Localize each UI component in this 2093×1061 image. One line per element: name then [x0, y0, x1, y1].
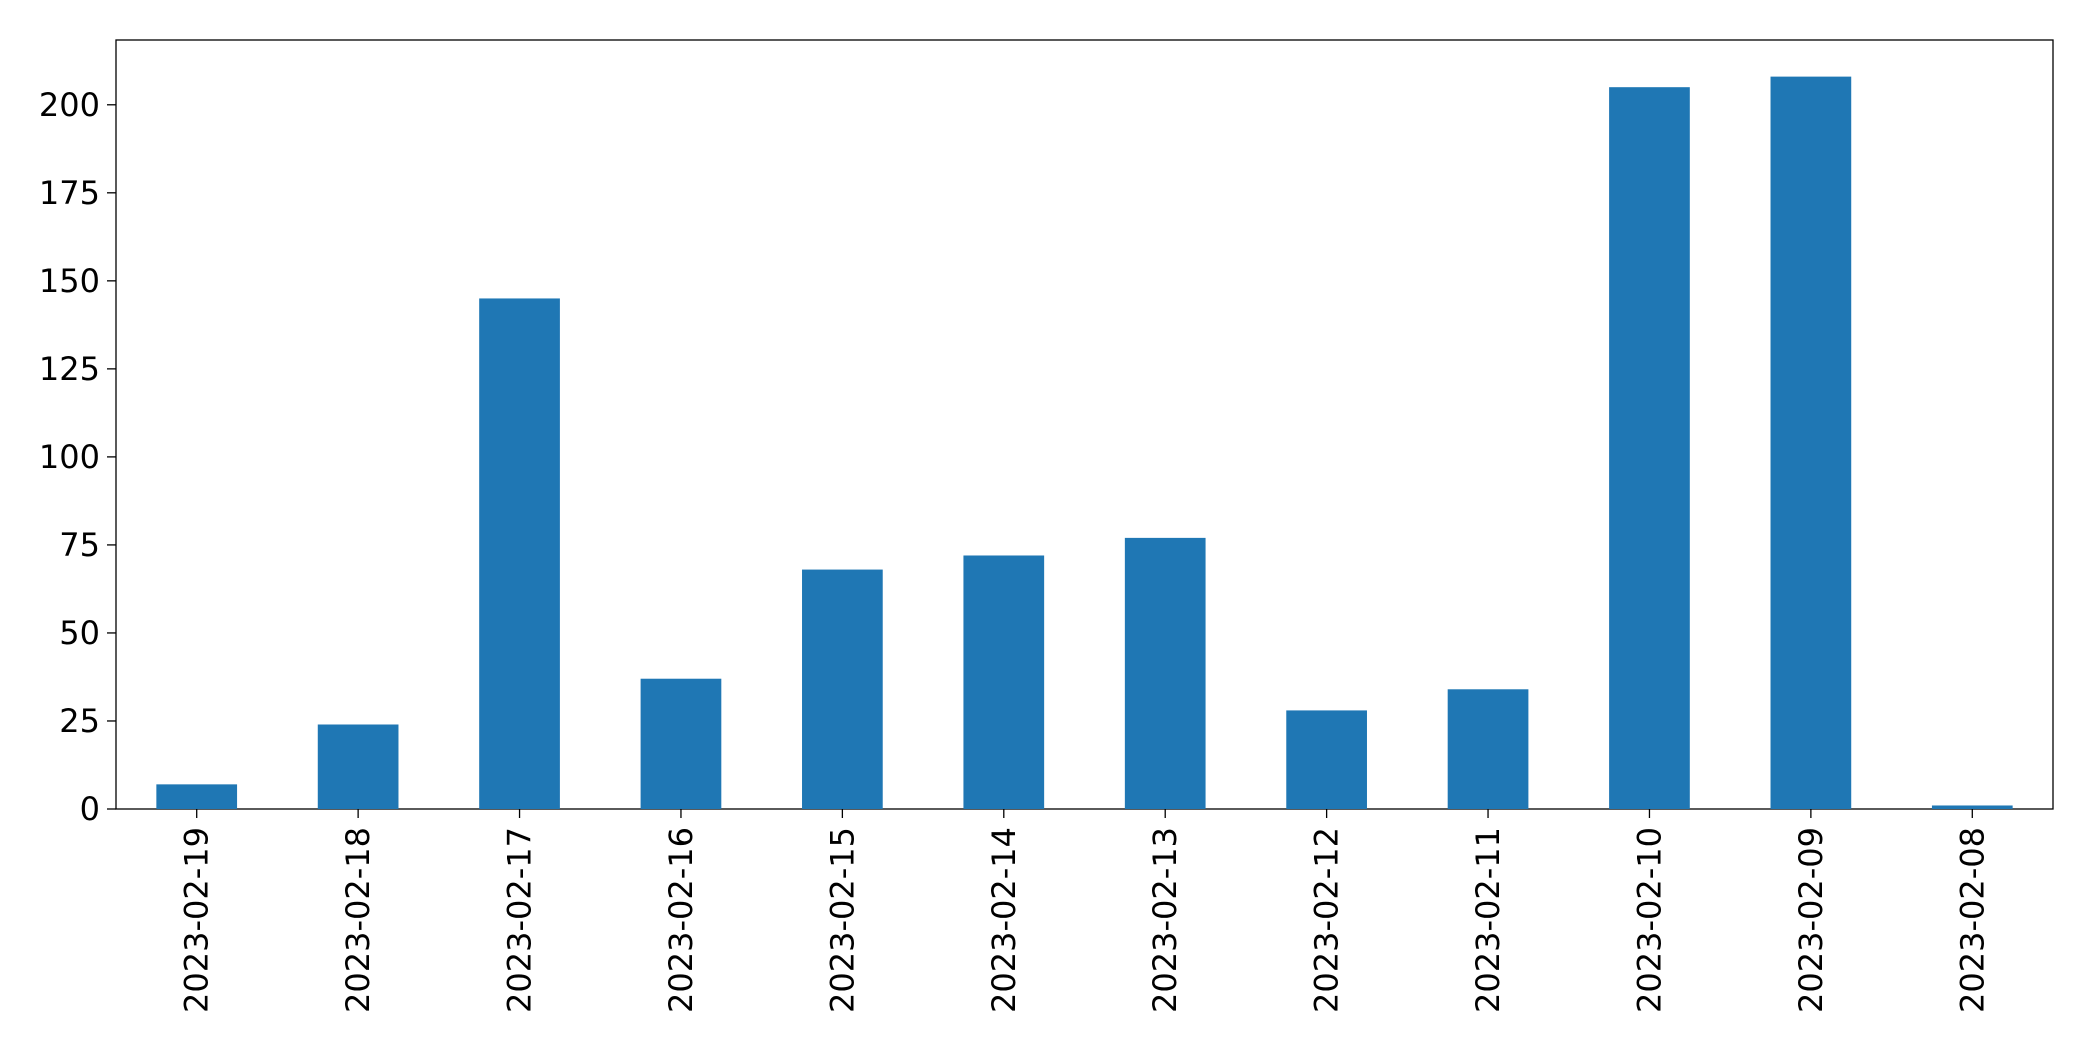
- bar: [1124, 537, 1206, 809]
- y-tick-label: 75: [59, 526, 100, 564]
- x-tick-label: 2023-02-11: [1469, 827, 1507, 1013]
- bar: [802, 569, 883, 809]
- x-tick-label: 2023-02-17: [501, 827, 539, 1013]
- bar: [1286, 710, 1367, 809]
- x-tick-label: 2023-02-18: [339, 827, 377, 1013]
- bar: [156, 784, 238, 809]
- plot-frame: [115, 39, 2054, 810]
- bar: [1609, 87, 1690, 809]
- bar: [479, 298, 560, 809]
- bar: [963, 555, 1045, 809]
- x-tick-label: 2023-02-14: [985, 827, 1023, 1013]
- x-tick-label: 2023-02-13: [1146, 827, 1184, 1013]
- x-tick-label: 2023-02-16: [662, 827, 700, 1013]
- x-tick-label: 2023-02-12: [1308, 827, 1346, 1013]
- bar: [317, 724, 399, 809]
- bar: [1931, 805, 2013, 809]
- y-tick-label: 150: [39, 262, 100, 300]
- y-tick-label: 25: [59, 702, 100, 740]
- x-tick-label: 2023-02-19: [178, 827, 216, 1013]
- bar: [640, 678, 722, 809]
- bar: [1770, 76, 1852, 810]
- x-tick-label: 2023-02-08: [1953, 827, 1991, 1013]
- y-tick-label: 0: [80, 790, 100, 828]
- y-tick-label: 175: [39, 174, 100, 212]
- bar: [1447, 689, 1529, 809]
- x-tick-label: 2023-02-10: [1630, 827, 1668, 1013]
- x-tick-label: 2023-02-15: [823, 827, 861, 1013]
- y-tick-label: 50: [59, 614, 100, 652]
- y-tick-label: 200: [39, 86, 100, 124]
- y-tick-label: 125: [39, 350, 100, 388]
- y-tick-label: 100: [39, 438, 100, 476]
- x-tick-label: 2023-02-09: [1792, 827, 1830, 1013]
